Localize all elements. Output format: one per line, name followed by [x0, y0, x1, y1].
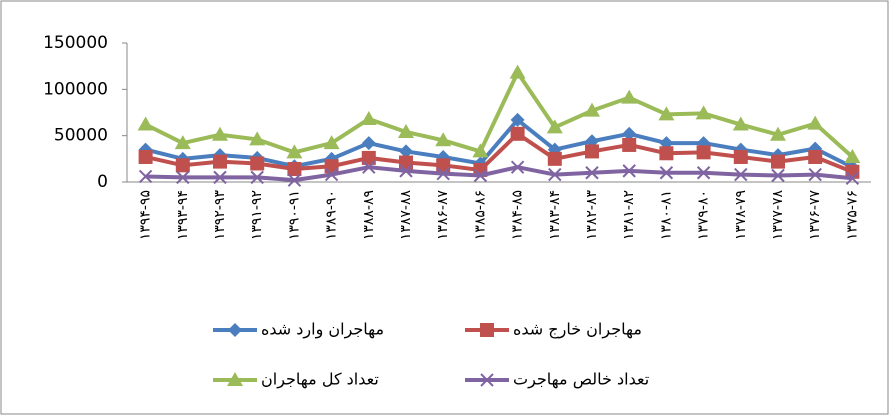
marker — [658, 106, 675, 121]
marker — [228, 323, 242, 337]
x-tick-label: ۱۳۷۵-۷۶ — [844, 190, 860, 240]
marker — [510, 126, 525, 141]
marker — [844, 148, 861, 163]
marker — [361, 136, 376, 151]
marker — [546, 119, 563, 134]
marker — [808, 149, 823, 164]
marker — [213, 170, 227, 185]
marker — [695, 105, 712, 120]
marker — [324, 159, 339, 174]
x-tick-label: ۱۳۸۶-۸۷ — [435, 190, 451, 241]
series-line — [145, 165, 853, 183]
marker — [250, 170, 264, 185]
marker — [696, 166, 711, 180]
marker — [585, 144, 599, 159]
marker — [398, 123, 414, 138]
x-tick-label: ۱۳۸۴-۸۵ — [510, 190, 526, 240]
marker — [480, 373, 494, 387]
marker — [324, 167, 339, 182]
marker — [510, 112, 525, 127]
x-tick-label: ۱۳۹۱-۹۲ — [249, 190, 265, 240]
x-tick-label: ۱۳۸۳-۸۴ — [547, 190, 563, 240]
marker — [696, 145, 711, 160]
marker — [250, 156, 265, 171]
x-tick-label: ۱۳۹۰-۹۱ — [286, 190, 302, 240]
marker — [287, 173, 302, 187]
marker — [360, 110, 377, 125]
marker — [435, 132, 452, 147]
x-tick-label: ۱۳۸۱-۸۲ — [621, 190, 637, 240]
marker — [138, 169, 153, 184]
marker — [622, 164, 636, 178]
x-tick-label: ۱۳۷۸-۷۹ — [733, 190, 749, 240]
marker — [585, 166, 599, 180]
marker — [137, 116, 154, 131]
marker — [213, 154, 227, 169]
y-tick-label: 150000 — [43, 33, 108, 53]
legend-label: مهاجران خارج شده — [513, 320, 642, 340]
marker — [227, 372, 243, 386]
x-tick-label: ۱۳۸۷-۸۸ — [398, 190, 414, 241]
marker — [771, 168, 785, 183]
marker — [323, 135, 340, 150]
x-tick-label: ۱۳۷۷-۷۸ — [770, 190, 786, 241]
marker — [622, 126, 637, 141]
marker — [548, 167, 562, 182]
marker — [733, 149, 748, 164]
y-tick-label: 50000 — [54, 126, 108, 146]
marker — [732, 116, 749, 131]
marker — [286, 144, 303, 159]
marker — [845, 171, 860, 186]
marker — [362, 160, 376, 174]
x-tick-label: ۱۳۸۸-۸۹ — [361, 190, 377, 240]
legend-label: تعداد کل مهاجران — [261, 370, 379, 390]
x-tick-label: ۱۳۹۲-۹۳ — [212, 190, 228, 241]
marker — [807, 115, 824, 130]
marker — [399, 144, 413, 159]
x-tick-label: ۱۳۸۵-۸۶ — [472, 190, 488, 240]
y-tick-label: 100000 — [43, 79, 108, 99]
x-tick-label: ۱۳۷۶-۷۷ — [807, 190, 823, 241]
marker — [287, 162, 302, 177]
marker — [138, 149, 153, 164]
marker — [399, 164, 413, 178]
marker — [436, 158, 451, 173]
marker — [584, 102, 600, 117]
y-tick-label: 0 — [97, 172, 108, 192]
marker — [249, 131, 266, 146]
marker — [212, 126, 228, 141]
x-tick-label: ۱۳۸۲-۸۳ — [584, 190, 600, 241]
marker — [771, 154, 785, 169]
marker — [808, 167, 822, 182]
x-tick-label: ۱۳۸۰-۸۱ — [658, 190, 674, 240]
marker — [659, 166, 674, 180]
marker — [175, 158, 190, 173]
marker — [480, 323, 494, 337]
marker — [659, 146, 674, 161]
marker — [174, 135, 191, 150]
marker — [473, 168, 488, 183]
marker — [176, 170, 190, 185]
x-tick-label: ۱۳۹۴-۹۵ — [138, 190, 154, 240]
marker — [770, 126, 786, 141]
marker — [734, 167, 748, 182]
marker — [436, 166, 450, 181]
legend-label: تعداد خالص مهاجرت — [513, 370, 649, 390]
marker — [399, 155, 413, 170]
marker — [621, 89, 638, 104]
x-tick-label: ۱۳۷۹-۸۰ — [696, 190, 712, 240]
marker — [509, 64, 526, 79]
x-tick-label: ۱۳۸۹-۹۰ — [324, 190, 340, 240]
x-tick-label: ۱۳۹۳-۹۴ — [175, 190, 191, 240]
marker — [361, 150, 376, 165]
series-line — [144, 70, 854, 159]
marker — [547, 151, 562, 166]
marker — [472, 143, 489, 158]
marker — [510, 160, 525, 174]
legend-label: مهاجران وارد شده — [261, 320, 384, 340]
marker — [622, 137, 637, 152]
